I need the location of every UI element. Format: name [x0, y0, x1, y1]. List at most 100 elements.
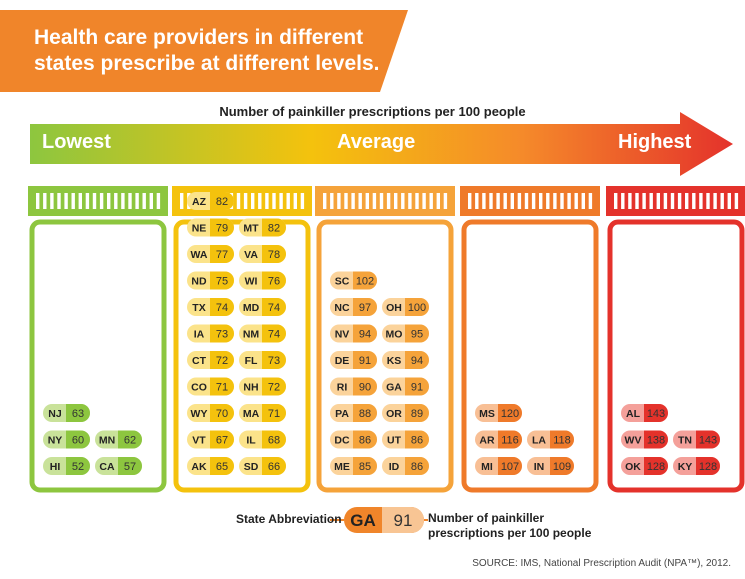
jar-cap-stripe — [539, 193, 543, 209]
jar-cap-stripe — [394, 193, 398, 209]
jar-cap-stripe — [128, 193, 132, 209]
state-value: 76 — [268, 276, 280, 288]
pill-right-bg — [405, 457, 429, 475]
state-pill: FL 73 — [239, 351, 286, 369]
pill-right-bg — [210, 192, 234, 210]
state-abbr: MN — [99, 435, 115, 447]
jar-cap-stripe — [468, 193, 472, 209]
jar-cap-stripe — [436, 193, 440, 209]
state-value: 107 — [501, 461, 519, 473]
jar-cap-stripe — [107, 193, 111, 209]
state-abbr: LA — [532, 435, 546, 447]
pill-right-bg — [405, 430, 429, 449]
jar-1: NJ 63 NY 60 MN 62 HI 52 CA 57 — [28, 186, 168, 493]
jar-cap-stripe — [635, 193, 639, 209]
pill-right-bg — [644, 457, 668, 475]
jar-cap-stripe — [323, 193, 327, 209]
state-value: 73 — [216, 329, 228, 341]
state-abbr: TX — [192, 302, 205, 314]
state-abbr: IA — [194, 329, 205, 341]
jar-cap-stripe — [135, 193, 139, 209]
pill-right-bg — [405, 377, 429, 396]
pill-right-bg — [262, 457, 286, 475]
state-pill: AR 116 — [475, 430, 522, 449]
jar-cap-stripe — [142, 193, 146, 209]
state-abbr: KY — [678, 461, 693, 473]
jar-cap-stripe — [663, 193, 668, 209]
state-pill: NH 72 — [239, 377, 286, 396]
pill-right-bg — [210, 377, 234, 396]
state-abbr: WY — [191, 408, 208, 420]
state-abbr: MT — [243, 223, 259, 235]
state-value: 74 — [268, 302, 280, 314]
state-abbr: RI — [337, 382, 348, 394]
state-pill: AK 65 — [187, 457, 234, 475]
jar-cap-stripe — [78, 193, 82, 209]
state-pill: NM 74 — [239, 324, 286, 343]
pill-right-bg — [210, 404, 234, 422]
state-abbr: AR — [479, 435, 495, 447]
state-value: 63 — [72, 408, 84, 420]
state-pill: NJ 63 — [43, 404, 90, 422]
state-value: 86 — [359, 435, 371, 447]
pill-right-bg — [353, 271, 377, 290]
state-abbr: NJ — [48, 408, 62, 420]
state-abbr: ME — [334, 461, 350, 473]
jar-cap-stripe — [517, 193, 522, 209]
legend-example-value: 91 — [394, 511, 413, 530]
pill-right-bg — [210, 430, 234, 449]
jar-cap-stripe — [531, 193, 536, 209]
pill-right-bg — [353, 324, 377, 343]
jar-cap-stripe — [351, 193, 355, 209]
state-abbr: CO — [191, 382, 207, 394]
jar-cap-stripe — [92, 193, 97, 209]
pill-right-bg — [550, 457, 574, 475]
state-value: 75 — [216, 276, 228, 288]
pill-right-bg — [210, 298, 234, 316]
state-abbr: IL — [246, 435, 256, 447]
jar-cap-stripe — [114, 193, 118, 209]
jar-cap-stripe — [293, 193, 297, 209]
pill-right-bg — [210, 457, 234, 475]
jar-cap-stripe — [401, 193, 405, 209]
jar-cap-stripe — [251, 193, 255, 209]
jar-cap-stripe — [475, 193, 479, 209]
state-abbr: VT — [192, 435, 206, 447]
state-pill: VT 67 — [187, 430, 234, 449]
jar-cap-stripe — [720, 193, 724, 209]
legend-example-pill: GA 91 — [330, 507, 428, 533]
jar-cap-stripe — [121, 193, 125, 209]
state-value: 72 — [216, 355, 228, 367]
jar-cap-stripe — [581, 193, 585, 209]
pill-right-bg — [644, 430, 668, 449]
state-value: 86 — [411, 435, 423, 447]
state-abbr: MI — [481, 461, 493, 473]
state-pill: RI 90 — [330, 377, 377, 396]
jar-cap-stripe — [99, 193, 104, 209]
source-note: SOURCE: IMS, National Prescription Audit… — [472, 558, 731, 569]
pill-right-bg — [696, 457, 720, 475]
jar-cap-stripe — [386, 193, 391, 209]
state-pill: MI 107 — [475, 457, 522, 475]
jar-cap-stripe — [365, 193, 369, 209]
state-abbr: OH — [386, 302, 402, 314]
state-pill: LA 118 — [527, 430, 574, 449]
jar-cap-stripe — [71, 193, 75, 209]
state-abbr: NE — [192, 223, 207, 235]
pill-right-bg — [210, 324, 234, 343]
state-abbr: VA — [244, 249, 258, 261]
jar-cap-stripe — [496, 193, 500, 209]
jar-cap-stripe — [656, 193, 660, 209]
pill-right-bg — [405, 298, 429, 316]
jar-cap-stripe — [272, 193, 276, 209]
state-value: 71 — [216, 382, 228, 394]
pill-right-bg — [405, 324, 429, 343]
state-value: 143 — [647, 408, 665, 420]
jar-cap-stripe — [642, 193, 646, 209]
jar-cap-stripe — [286, 193, 290, 209]
pill-right-bg — [262, 351, 286, 369]
jar-cap-stripe — [574, 193, 578, 209]
state-value: 116 — [501, 435, 519, 447]
jar-cap-stripe — [727, 193, 731, 209]
jar-4: MS 120 AR 116 LA 118 MI 107 IN 109 — [460, 186, 600, 493]
